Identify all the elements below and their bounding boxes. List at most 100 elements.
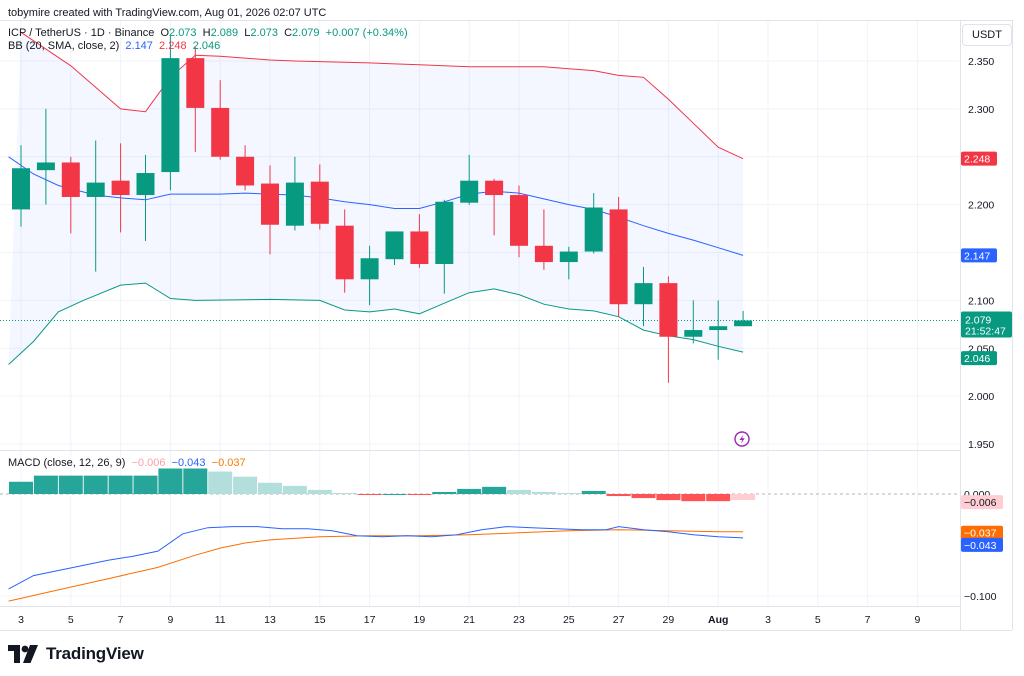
candle-body[interactable] [510,195,528,246]
histogram-bar [58,475,83,494]
macd-line [8,526,744,590]
histogram-bar [432,491,457,494]
tradingview-logo-icon [8,645,38,663]
candle-body[interactable] [36,162,55,171]
price-tick-label: 2.350 [968,56,994,68]
candle-body[interactable] [285,182,304,226]
macd-signal-axis-value: −0.037 [964,528,997,540]
macd-histogram-axis-value: −0.006 [964,497,997,509]
candle-body[interactable] [460,180,479,203]
histogram-bar [382,494,407,495]
macd-line-value: −0.043 [171,457,206,469]
candle-body[interactable] [659,283,678,337]
candle-body[interactable] [12,168,30,210]
bb-upper-axis-value: 2.248 [964,154,990,166]
candle-body[interactable] [61,162,80,197]
high-label: H [202,27,211,39]
candle-body[interactable] [734,320,753,327]
candle-body[interactable] [360,258,379,280]
histogram-bar [158,468,183,494]
candle-body[interactable] [385,231,404,260]
price-tick-label: 2.200 [968,200,994,212]
close-label: C [284,27,293,39]
macd-histogram [9,468,756,502]
bb-upper-value: 2.248 [159,40,187,52]
bb-upper-tag [961,151,997,166]
lightning-event-icon[interactable] [734,431,750,447]
bb-lower-tag [961,351,997,366]
macd-legend[interactable]: MACD (close, 12, 26, 9) −0.006 −0.043 −0… [8,457,246,469]
low-value: 2.073 [250,27,278,39]
histogram-bar [133,475,158,494]
histogram-bar [631,494,656,499]
candle-body[interactable] [485,180,504,196]
time-tick-month: Aug [708,614,728,626]
histogram-bar [482,486,507,494]
time-tick-label: 9 [167,614,173,626]
macd-label: MACD (close, 12, 26, 9) [8,457,126,469]
macd-macd-tag [961,537,1003,552]
bb-basis-axis-value: 2.147 [964,250,990,262]
candle-body[interactable] [634,283,653,305]
price-legend: ICP / TetherUS · 1D · Binance O 2.073 H2.… [8,27,408,39]
countdown-label: 21:52:47 [965,325,1006,337]
candle-body[interactable] [111,180,130,196]
candle-body[interactable] [186,58,205,108]
histogram-bar [531,491,556,494]
histogram-bar [457,488,482,494]
histogram-bar [33,475,58,494]
last-price-value: 2.079 [965,314,991,326]
bb-basis-tag [961,248,997,263]
time-tick-label: 21 [463,614,475,626]
time-tick-label: 5 [68,614,74,626]
time-tick-label: 7 [865,614,871,626]
candle-body[interactable] [161,58,180,173]
time-tick-label: 13 [264,614,276,626]
symbol-label[interactable]: ICP / TetherUS · 1D · Binance [8,27,155,39]
candle-body[interactable] [261,183,279,225]
macd-signal-tag [961,525,1003,540]
tradingview-brand: TradingView [46,644,144,663]
tradingview-logo[interactable]: TradingView [8,644,144,664]
change-value: +0.007 (+0.34%) [325,27,408,39]
candle-body[interactable] [236,156,255,186]
time-tick-label: 23 [513,614,525,626]
histogram-bar [258,482,282,494]
histogram-bar [332,492,357,494]
candle-body[interactable] [136,173,155,196]
candle-body[interactable] [609,209,628,305]
candle-body[interactable] [534,245,553,263]
candle-body[interactable] [684,330,703,337]
high-value: 2.089 [210,27,239,39]
candle-body[interactable] [86,182,105,197]
candle-body[interactable] [559,251,578,263]
candle-body[interactable] [709,326,728,331]
time-tick-label: 7 [118,614,124,626]
chart-credit: tobymire created with TradingView.com, A… [8,7,327,19]
candle-body[interactable] [584,207,603,252]
candle-body[interactable] [310,181,329,224]
price-tick-label: 1.950 [968,439,994,451]
histogram-bar [656,494,681,501]
histogram-bar [507,489,531,494]
bb-legend[interactable]: BB (20, SMA, close, 2) 2.147 2.248 2.046 [8,40,220,52]
macd-macd-axis-value: −0.043 [964,540,997,552]
macd-hist-value: −0.006 [131,457,166,469]
time-tick-label: 5 [815,614,821,626]
histogram-bar [9,481,33,494]
histogram-bar [208,471,233,494]
last-price-tag [961,311,1012,338]
histogram-bar [307,489,332,494]
currency-button[interactable]: USDT [962,24,1012,46]
candle-body[interactable] [335,225,354,280]
histogram-bar [183,468,208,494]
time-tick-label: 29 [663,614,675,626]
candle-body[interactable] [211,107,230,157]
lightning-glyph [739,434,745,444]
histogram-bar [233,476,258,494]
price-tick-label: 2.100 [968,295,994,307]
candle-body[interactable] [435,201,454,264]
open-label: O [160,27,170,39]
candle-body[interactable] [410,231,429,264]
